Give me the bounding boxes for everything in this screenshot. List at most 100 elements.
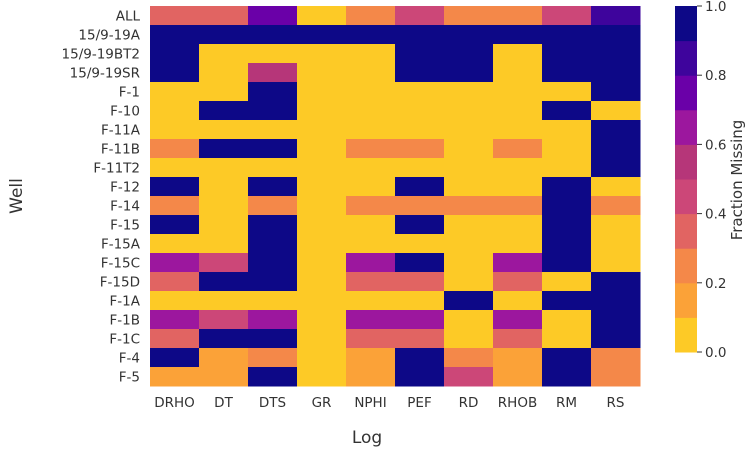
heatmap-cell <box>542 253 592 273</box>
heatmap-cell <box>395 367 445 387</box>
heatmap-cell <box>248 120 298 140</box>
heatmap-cell <box>346 234 396 254</box>
heatmap-cell <box>591 120 641 140</box>
heatmap-cell <box>444 139 494 159</box>
heatmap-cell <box>493 44 543 64</box>
heatmap-cell <box>346 63 396 83</box>
heatmap-cell <box>150 177 200 197</box>
colorbar-tick-label: 0.4 <box>705 207 726 223</box>
x-tick-label: DRHO <box>154 395 195 411</box>
y-tick-label: F-15 <box>110 218 140 234</box>
heatmap-cell <box>395 158 445 178</box>
heatmap-cell <box>150 253 200 273</box>
heatmap-cell <box>199 272 249 292</box>
heatmap-cell <box>542 82 592 102</box>
heatmap-cell <box>542 234 592 254</box>
y-tick-label: F-1B <box>110 313 141 329</box>
heatmap-cell <box>150 291 200 311</box>
heatmap-cell <box>395 139 445 159</box>
heatmap-cell <box>493 139 543 159</box>
heatmap-cell <box>150 367 200 387</box>
colorbar-tick-label: 0.2 <box>705 276 726 292</box>
heatmap-cell <box>199 120 249 140</box>
heatmap-cell <box>346 177 396 197</box>
heatmap-cell <box>591 291 641 311</box>
heatmap-cell <box>591 310 641 330</box>
heatmap-cell <box>346 310 396 330</box>
heatmap-cell <box>542 6 592 26</box>
heatmap-cell <box>199 82 249 102</box>
heatmap-cell <box>150 101 200 121</box>
heatmap-cell <box>199 101 249 121</box>
heatmap-cell <box>444 120 494 140</box>
heatmap-cell <box>395 196 445 216</box>
heatmap-cell <box>248 215 298 235</box>
heatmap-cell <box>248 234 298 254</box>
heatmap-cell <box>297 82 347 102</box>
colorbar-step <box>675 6 697 42</box>
colorbar-step <box>675 282 697 318</box>
heatmap-cell <box>395 25 445 45</box>
heatmap-cell <box>150 234 200 254</box>
heatmap-cell <box>591 82 641 102</box>
heatmap-cell <box>444 291 494 311</box>
heatmap-cell <box>444 234 494 254</box>
heatmap-cell <box>248 6 298 26</box>
heatmap-cell <box>444 177 494 197</box>
heatmap-cell <box>444 272 494 292</box>
heatmap-cell <box>591 215 641 235</box>
y-tick-label: F-1C <box>109 332 140 348</box>
colorbar-step <box>675 213 697 249</box>
heatmap-cell <box>444 44 494 64</box>
colorbar-label: Fraction Missing <box>728 120 746 241</box>
heatmap-cell <box>199 234 249 254</box>
y-tick-label: F-5 <box>119 370 140 386</box>
x-tick-label: RM <box>556 395 577 411</box>
heatmap-cell <box>591 367 641 387</box>
heatmap-cell <box>395 329 445 349</box>
heatmap-cell <box>150 329 200 349</box>
heatmap-cell <box>199 310 249 330</box>
heatmap-cell <box>346 6 396 26</box>
heatmap-cell <box>199 158 249 178</box>
heatmap-cell <box>150 272 200 292</box>
heatmap-cell <box>493 367 543 387</box>
heatmap-cell <box>346 348 396 368</box>
colorbar-tick-label: 0.6 <box>705 137 726 153</box>
heatmap-cell <box>248 25 298 45</box>
heatmap-cell <box>591 158 641 178</box>
heatmap-cell <box>199 6 249 26</box>
heatmap-cell <box>444 82 494 102</box>
heatmap-cell <box>542 139 592 159</box>
heatmap-cell <box>248 63 298 83</box>
heatmap-cell <box>444 310 494 330</box>
heatmap-cell <box>150 348 200 368</box>
heatmap-cell <box>542 158 592 178</box>
heatmap-cell <box>346 291 396 311</box>
heatmap-cell <box>150 63 200 83</box>
heatmap-cell <box>297 120 347 140</box>
heatmap-cell <box>542 291 592 311</box>
heatmap-cell <box>248 82 298 102</box>
y-tick-label: F-11A <box>101 123 141 139</box>
heatmap-cell <box>542 120 592 140</box>
x-tick-label: DT <box>214 395 233 411</box>
y-tick-label: F-12 <box>110 180 140 196</box>
y-tick-label: ALL <box>116 9 141 25</box>
heatmap-cell <box>199 196 249 216</box>
heatmap-cell <box>591 348 641 368</box>
heatmap-cell <box>297 6 347 26</box>
heatmap-cell <box>297 139 347 159</box>
heatmap-cell <box>248 348 298 368</box>
heatmap-cell <box>248 44 298 64</box>
y-tick-label: 15/9-19BT2 <box>62 47 140 63</box>
heatmap-cell <box>493 253 543 273</box>
heatmap-cell <box>542 44 592 64</box>
heatmap-cell <box>395 177 445 197</box>
heatmap-cell <box>297 196 347 216</box>
heatmap-cell <box>395 310 445 330</box>
heatmap-cell <box>395 82 445 102</box>
heatmap-cell <box>297 329 347 349</box>
heatmap-cell <box>591 329 641 349</box>
heatmap-cell <box>346 44 396 64</box>
